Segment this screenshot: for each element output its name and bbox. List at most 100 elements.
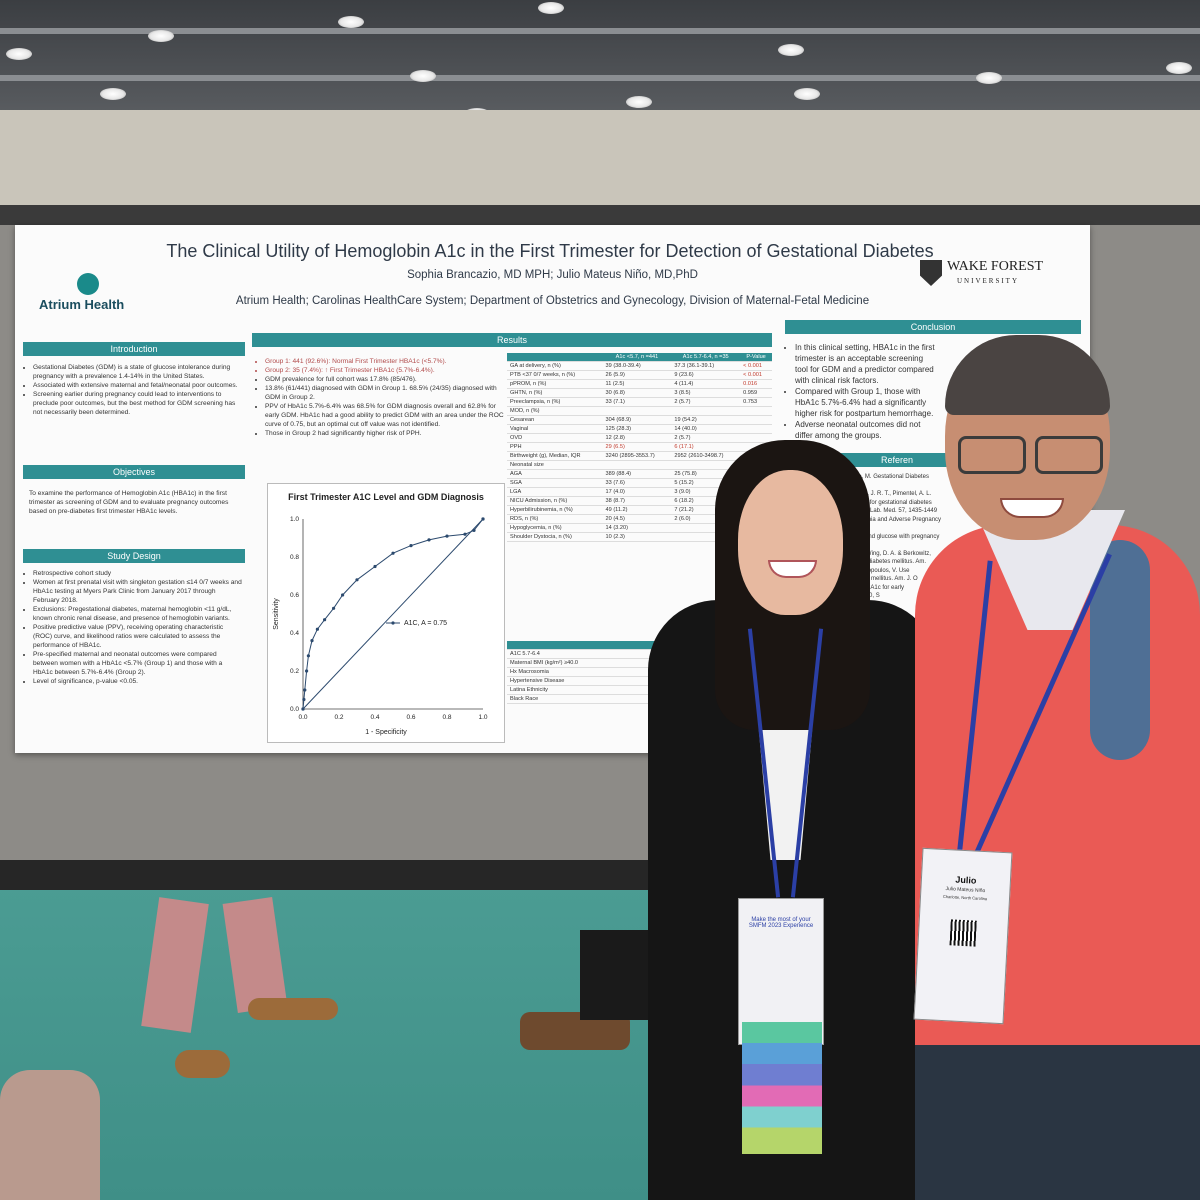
table-cell: MOD, n (%) (507, 406, 603, 416)
ceiling-light (100, 88, 126, 100)
reference-line: Valentine, M. Gestational Diabetes (837, 474, 929, 480)
table-cell: < 0.001 (740, 361, 772, 371)
background-person-shoe (175, 1050, 230, 1078)
ceiling-light (148, 30, 174, 42)
table-cell: 2 (6.0) (671, 514, 741, 524)
chart-y-tick-label: 0.4 (290, 630, 299, 637)
table-cell: GHTN, n (%) (507, 388, 603, 398)
background-person-leg (580, 930, 655, 1020)
poster-title: The Clinical Utility of Hemoglobin A1c i… (166, 241, 934, 261)
table-row: PTB <37 0/7 weeks, n (%) 26 (5.9) 9 (23.6)… (507, 370, 772, 380)
results-item: GDM prevalence for full cohort was 17.8%… (265, 375, 505, 384)
ceiling-light (778, 44, 804, 56)
roc-chart-svg: First Trimester A1C Level and GDM Diagno… (273, 492, 488, 736)
ceiling-light (976, 72, 1002, 84)
poster-board-frame (0, 205, 1200, 225)
roc-chart: First Trimester A1C Level and GDM Diagno… (267, 483, 505, 743)
table-cell: Neonatal size (507, 460, 603, 470)
table-cell: 30 (6.8) (602, 388, 672, 398)
table-cell: NICU Admission, n (%) (507, 496, 603, 506)
intro-item: Associated with extensive maternal and f… (33, 381, 243, 390)
man-glasses-right (1035, 436, 1103, 474)
design-item: Exclusions: Pregestational diabetes, mat… (33, 605, 243, 623)
backpack (0, 1070, 100, 1200)
design-item: Retrospective cohort study (33, 569, 243, 578)
chart-data-point (301, 707, 305, 711)
chart-data-point (373, 564, 377, 569)
chart-data-point (332, 606, 336, 610)
chart-y-tick-label: 0.6 (290, 592, 299, 599)
ceiling-light (1166, 62, 1192, 74)
table-cell: 29 (6.5) (602, 442, 672, 452)
table-cell: Black Race (507, 694, 653, 704)
chart-data-point (391, 551, 395, 555)
table-row: PPH 29 (6.5) 6 (17.1) (507, 442, 772, 452)
table-cell: 6 (17.1) (671, 442, 741, 452)
table-cell: PTB <37 0/7 weeks, n (%) (507, 370, 603, 380)
table-cell: 20 (4.5) (602, 514, 672, 524)
chart-x-tick-label: 1.0 (478, 714, 487, 721)
table-cell: 4 (11.4) (671, 379, 741, 389)
man-smile (1000, 498, 1064, 518)
chart-data-point (341, 593, 345, 597)
reference-line: hemoglobin for gestational diabetes (837, 499, 932, 506)
chart-data-point (323, 618, 327, 622)
chart-x-tick-label: 0.2 (334, 714, 343, 721)
table-cell: 0.016 (740, 379, 772, 389)
chart-y-tick-label: 1.0 (290, 516, 299, 523)
table-cell: 389 (88.4) (602, 469, 672, 479)
chart-legend-label: A1C, A = 0.75 (404, 620, 447, 627)
table-cell: 125 (28.3) (602, 424, 672, 434)
chart-data-point (315, 627, 319, 631)
table-cell: 33 (7.1) (602, 397, 672, 407)
table-cell: Hx Macrosomia (507, 667, 653, 677)
ceiling-truss (0, 75, 1200, 81)
table-cell (602, 460, 672, 470)
table-cell: 33 (7.6) (602, 478, 672, 488)
reference-line: Hemoglobin A1c for early (837, 584, 905, 591)
chart-plot-area: 0.0 0.2 0.4 0.6 0.8 1.0 0.0 0.2 0.4 0.6 0.8 1.0 A1C,… (290, 516, 488, 721)
table-cell (740, 433, 772, 443)
table-cell (602, 406, 672, 416)
design-item: Women at first prenatal visit with singl… (33, 578, 243, 605)
table-header-cell: P-Value (740, 353, 772, 362)
table-cell: 0.753 (740, 397, 772, 407)
poster-affiliation: Atrium Health; Carolinas HealthCare Syst… (235, 295, 870, 307)
chart-x-tick-label: 0.8 (442, 714, 451, 721)
table-header-cell (507, 641, 653, 650)
section-header-results: Results (252, 333, 772, 347)
reference-line: N. & Papadopoulos, V. Use (837, 567, 910, 574)
reference-line: Clin. Chem. Lab. Med. 57, 1435-1449 (837, 508, 938, 514)
chart-data-point (445, 534, 449, 538)
man-glasses-left (958, 436, 1026, 474)
conclusion-item: Compared with Group 1, those with HbA1c … (795, 386, 935, 419)
design-item: Level of significance, p-value <0.05. (33, 677, 243, 686)
table-cell: GA at delivery, n (%) (507, 361, 603, 371)
reference-line: Gabby, L., Wing, D. A. & Berkowitz, (837, 550, 931, 557)
chart-data-point (355, 578, 359, 582)
woman-name-badge: Make the most of your SMFM 2023 Experien… (738, 898, 824, 1045)
intro-item: Gestational Diabetes (GDM) is a state of… (33, 363, 243, 381)
table-cell (740, 424, 772, 434)
table-cell: 3240 (2895-3553.7) (602, 451, 672, 461)
table-cell: AGA (507, 469, 603, 479)
badge-tagline: Make the most of your SMFM 2023 Experien… (748, 917, 814, 929)
background-person-shoe (248, 998, 338, 1020)
chart-x-tick-label: 0.6 (406, 714, 415, 721)
table-cell: Vaginal (507, 424, 603, 434)
table-cell: A1C 5.7-6.4 (507, 649, 653, 659)
table-row: Birthweight (g), Median, IQR 3240 (2895-3… (507, 451, 772, 461)
table-cell: 3 (8.5) (671, 388, 741, 398)
ceiling-light (626, 96, 652, 108)
objectives-text: To examine the performance of Hemoglobin… (29, 490, 229, 515)
table-cell: 14 (40.0) (671, 424, 741, 434)
chart-y-axis-label: Sensitivity (273, 598, 280, 630)
table-cell: Hypertensive Disease (507, 676, 653, 686)
table-cell: LGA (507, 487, 603, 497)
table-cell: Maternal BMI (kg/m²) ≥40.0 (507, 658, 653, 668)
table-cell: 12 (2.8) (602, 433, 672, 443)
table-row: Vaginal 125 (28.3) 14 (40.0) (507, 424, 772, 434)
table-cell: 17 (4.0) (602, 487, 672, 497)
chart-data-point (427, 538, 431, 542)
table-cell: 19 (54.2) (671, 415, 741, 425)
